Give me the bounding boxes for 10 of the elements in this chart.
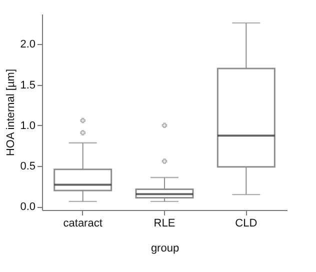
y-tick-label: 0.0 xyxy=(20,201,36,214)
y-tick-label: 1.5 xyxy=(20,79,36,92)
x-tick-label: cataract xyxy=(63,218,102,230)
y-axis-title: HOA internal [µm] xyxy=(5,68,18,156)
x-tick-label: RLE xyxy=(154,218,176,230)
x-axis-title: group xyxy=(150,242,180,254)
x-tick-label: CLD xyxy=(235,218,258,230)
y-tick-label: 1.0 xyxy=(20,120,36,132)
y-tick-label: 0.5 xyxy=(20,160,36,173)
y-tick-label: 2.0 xyxy=(20,38,36,51)
